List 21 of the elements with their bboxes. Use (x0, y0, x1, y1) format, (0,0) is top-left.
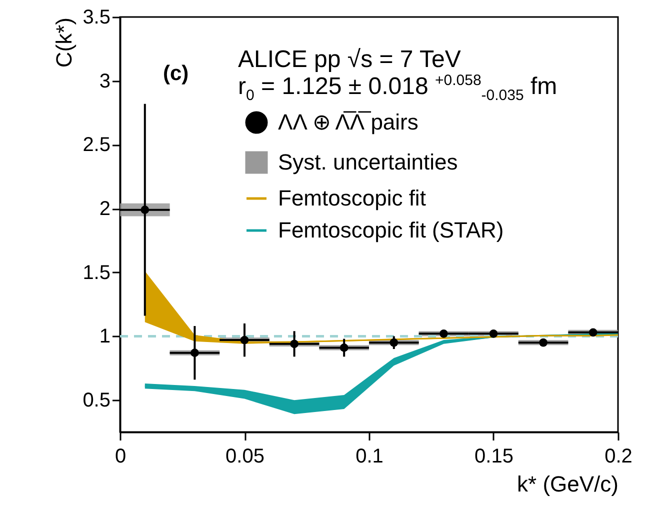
annotation: ALICE pp √s = 7 TeV (238, 46, 461, 74)
y-tick-label: 2 (99, 198, 110, 220)
annotation: r$_{0}$ = 1.125 ± 0.018 $^{+0.058}$$_{-0.035}$ fm (238, 72, 558, 104)
x-tick-label: 0.1 (356, 446, 384, 468)
legend-label: Femtoscopic fit (STAR) (278, 218, 504, 242)
y-tick-label: 3 (99, 70, 110, 92)
x-tick-label: 0.2 (604, 446, 632, 468)
y-tick-label: 1.5 (82, 262, 110, 284)
annotation: (c) (163, 62, 189, 86)
x-axis-title: k* (GeV/c) (517, 472, 618, 496)
x-tick-label: 0.05 (226, 446, 264, 468)
y-tick-label: 3.5 (82, 6, 110, 28)
legend-label: Femtoscopic fit (278, 186, 426, 210)
y-axis-title: C(k*) (52, 18, 77, 68)
y-tick-label: 2.5 (82, 134, 110, 156)
y-tick-label: 0.5 (82, 390, 110, 412)
y-tick-label: 1 (99, 326, 110, 348)
legend-label: Syst. uncertainties (278, 150, 458, 174)
legend-label: ΛΛ ⊕ Λ̅Λ̅ pairs (278, 110, 418, 134)
x-tick-label: 0.15 (474, 446, 514, 468)
x-tick-label: 0 (114, 446, 126, 468)
